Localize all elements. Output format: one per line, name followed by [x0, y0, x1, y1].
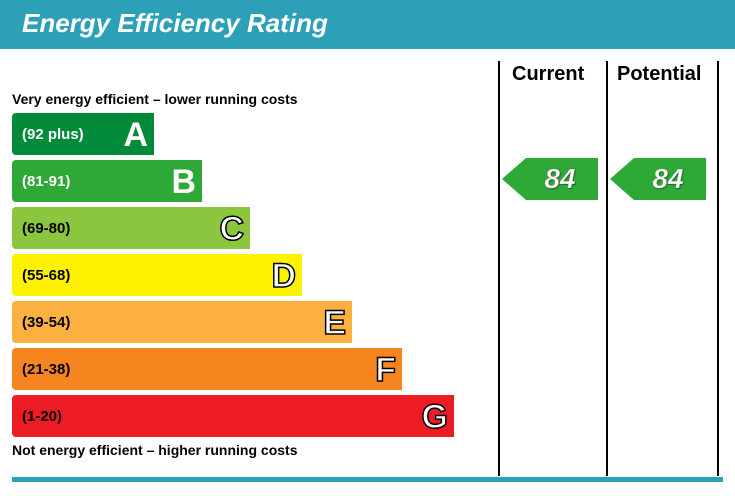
- arrow-left-icon: [502, 158, 526, 200]
- band-letter: C: [219, 208, 244, 250]
- band-range: (69-80): [22, 220, 70, 237]
- bands-area: Very energy efficient – lower running co…: [12, 85, 492, 464]
- band-letter: F: [375, 349, 396, 391]
- potential-pointer: 84: [610, 158, 706, 200]
- epc-chart: Energy Efficiency Rating Very energy eff…: [0, 0, 735, 494]
- band-letter: D: [271, 255, 296, 297]
- potential-value: 84: [634, 158, 706, 200]
- column-header-current: Current: [512, 63, 584, 86]
- band-letter: B: [171, 161, 196, 203]
- rating-band-a: (92 plus) A: [12, 113, 154, 155]
- chart-body: Very energy efficient – lower running co…: [0, 49, 735, 494]
- band-range: (92 plus): [22, 126, 84, 143]
- rating-band-f: (21-38) F: [12, 348, 402, 390]
- column-header-potential: Potential: [617, 63, 701, 86]
- column-divider: [606, 61, 608, 476]
- band-letter: A: [123, 114, 148, 156]
- column-divider: [717, 61, 719, 476]
- band-letter: G: [422, 396, 448, 438]
- rating-band-e: (39-54) E: [12, 301, 352, 343]
- bottom-rule: [12, 477, 723, 482]
- arrow-left-icon: [610, 158, 634, 200]
- current-pointer: 84: [502, 158, 598, 200]
- top-note: Very energy efficient – lower running co…: [12, 91, 492, 107]
- bands-stack: (92 plus)A(81-91)B(69-80)C(55-68)D(39-54…: [12, 113, 492, 437]
- current-value: 84: [526, 158, 598, 200]
- band-range: (21-38): [22, 361, 70, 378]
- band-range: (81-91): [22, 173, 70, 190]
- column-divider: [498, 61, 500, 476]
- band-range: (55-68): [22, 267, 70, 284]
- chart-title: Energy Efficiency Rating: [0, 0, 735, 49]
- bottom-note: Not energy efficient – higher running co…: [12, 442, 492, 458]
- rating-band-d: (55-68) D: [12, 254, 302, 296]
- band-range: (39-54): [22, 314, 70, 331]
- band-letter: E: [323, 302, 346, 344]
- rating-band-c: (69-80) C: [12, 207, 250, 249]
- band-range: (1-20): [22, 408, 62, 425]
- rating-band-b: (81-91) B: [12, 160, 202, 202]
- rating-band-g: (1-20) G: [12, 395, 454, 437]
